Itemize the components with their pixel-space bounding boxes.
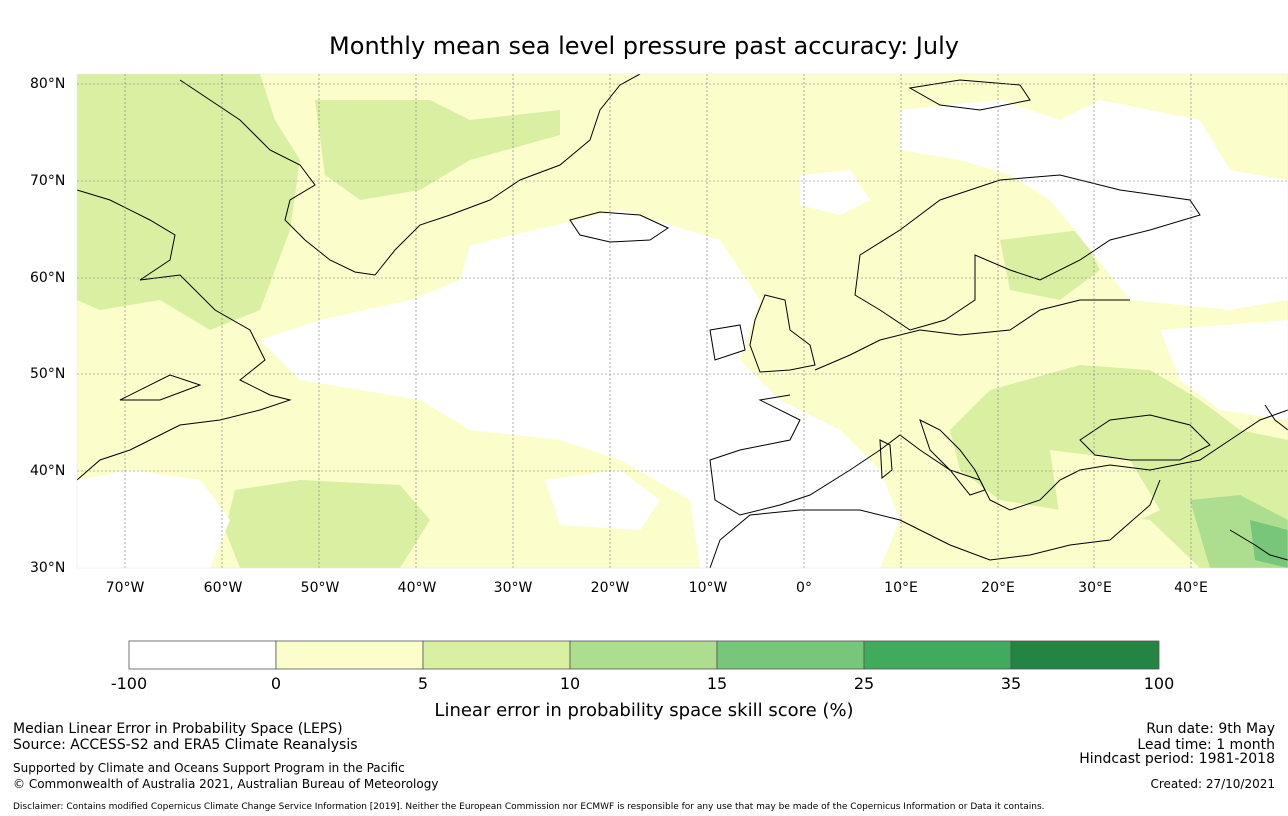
lon-label: 10°W bbox=[688, 580, 728, 596]
graticule bbox=[77, 74, 1288, 568]
lon-label: 60°W bbox=[203, 580, 243, 596]
lat-label: 70°N bbox=[30, 173, 66, 189]
lon-label: 20°W bbox=[590, 580, 630, 596]
lead-time-text: Lead time: 1 month bbox=[1137, 737, 1275, 753]
source-text: Source: ACCESS-S2 and ERA5 Climate Reana… bbox=[13, 737, 358, 753]
lon-label: 0° bbox=[796, 580, 812, 596]
hindcast-text: Hindcast period: 1981-2018 bbox=[1079, 751, 1275, 767]
colorbar-tick: 5 bbox=[417, 674, 429, 693]
method-text: Median Linear Error in Probability Space… bbox=[13, 721, 343, 737]
lon-label: 40°E bbox=[1174, 580, 1208, 596]
lat-label: 80°N bbox=[30, 76, 66, 92]
lon-label: 10°E bbox=[884, 580, 918, 596]
colorbar-tick: 25 bbox=[853, 674, 875, 693]
lon-label: 30°E bbox=[1078, 580, 1112, 596]
map-title: Monthly mean sea level pressure past acc… bbox=[329, 32, 959, 60]
lon-label: 50°W bbox=[300, 580, 340, 596]
colorbar-tick: 15 bbox=[706, 674, 728, 693]
lat-label: 30°N bbox=[30, 560, 66, 576]
skill-field bbox=[77, 74, 1288, 568]
lat-label: 60°N bbox=[30, 270, 66, 286]
disclaimer-text: Disclaimer: Contains modified Copernicus… bbox=[13, 802, 1045, 812]
lon-label: 20°E bbox=[981, 580, 1015, 596]
lon-label: 70°W bbox=[105, 580, 145, 596]
copyright-text: © Commonwealth of Australia 2021, Austra… bbox=[13, 777, 439, 791]
lon-label: 40°W bbox=[397, 580, 437, 596]
run-date-text: Run date: 9th May bbox=[1146, 721, 1275, 737]
lat-label: 40°N bbox=[30, 463, 66, 479]
colorbar-tick: 10 bbox=[559, 674, 581, 693]
lon-label: 30°W bbox=[493, 580, 533, 596]
colorbar-tick: 35 bbox=[1000, 674, 1022, 693]
colorbar bbox=[128, 640, 1160, 670]
created-text: Created: 27/10/2021 bbox=[1150, 777, 1275, 791]
lat-label: 50°N bbox=[30, 366, 66, 382]
colorbar-label: Linear error in probability space skill … bbox=[434, 700, 854, 721]
colorbar-tick: -100 bbox=[110, 674, 148, 693]
colorbar-tick: 100 bbox=[1143, 674, 1175, 693]
colorbar-tick: 0 bbox=[270, 674, 282, 693]
support-text: Supported by Climate and Oceans Support … bbox=[13, 761, 405, 775]
coastlines bbox=[77, 74, 1288, 568]
